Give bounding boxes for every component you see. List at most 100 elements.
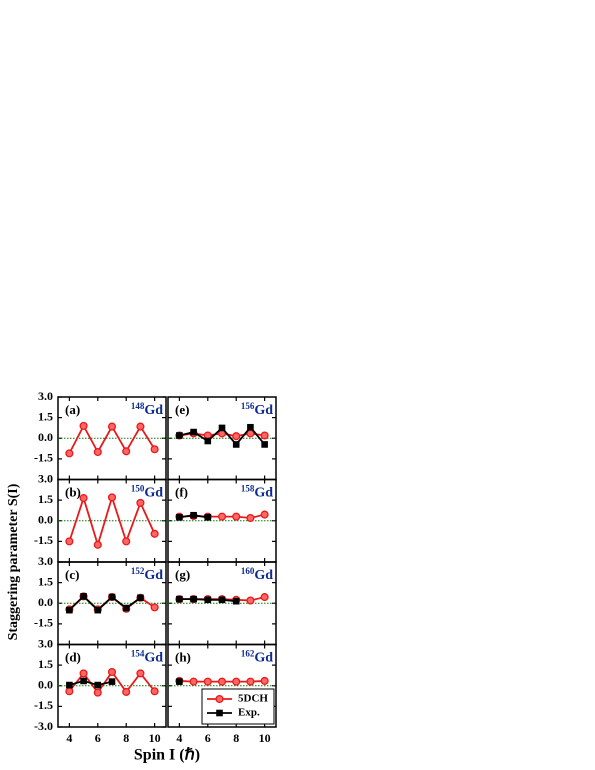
y-tick-label: 1.5	[38, 492, 53, 506]
point	[66, 681, 73, 689]
nucleus-symbol: Gd	[254, 486, 273, 501]
panel-label: (e)	[175, 402, 189, 417]
x-tick-label: 8	[233, 731, 239, 745]
point	[137, 594, 144, 602]
point	[94, 681, 102, 689]
y-tick-label: -1.5	[34, 533, 53, 547]
y-tick-label: 3.0	[38, 554, 53, 568]
x-tick-label: 10	[259, 731, 271, 745]
point	[204, 596, 212, 604]
y-tick-label: 0.0	[38, 678, 53, 692]
point	[93, 540, 102, 549]
y-tick-label: 1.5	[38, 409, 53, 423]
nucleus-label: 162Gd	[241, 649, 273, 666]
legend-marker	[216, 709, 223, 717]
point	[176, 432, 183, 439]
y-tick-label: 3.0	[38, 471, 53, 485]
point	[136, 669, 145, 678]
point	[246, 596, 255, 605]
y-tick-label: 1.5	[38, 657, 53, 671]
point	[107, 422, 117, 431]
point	[150, 445, 159, 454]
y-tick-label: -1.5	[34, 616, 53, 630]
nucleus-mass: 150	[131, 484, 145, 494]
point	[65, 449, 74, 458]
point	[93, 688, 102, 697]
point	[260, 593, 269, 602]
point	[79, 494, 88, 503]
point	[79, 669, 88, 678]
point	[217, 512, 227, 521]
point	[80, 677, 87, 685]
point	[65, 687, 74, 696]
y-tick-label: 3.0	[38, 389, 53, 403]
panel-label: (b)	[65, 484, 81, 499]
x-tick-label: 6	[205, 731, 211, 745]
point	[80, 593, 87, 600]
point	[79, 421, 88, 430]
point	[217, 677, 227, 686]
point	[203, 677, 212, 686]
legend-box	[201, 688, 275, 725]
nucleus-mass: 154	[131, 649, 145, 659]
series-line	[69, 680, 113, 686]
point	[176, 514, 183, 521]
point	[260, 510, 269, 519]
panel-label: (h)	[175, 649, 191, 664]
point	[108, 678, 116, 685]
nucleus-symbol: Gd	[254, 651, 273, 666]
x-tick-label: 4	[176, 731, 182, 745]
legend-marker	[215, 694, 224, 704]
nucleus-label: 150Gd	[131, 484, 163, 501]
point	[232, 512, 241, 521]
nucleus-label: 154Gd	[131, 649, 163, 666]
nucleus-mass: 160	[241, 566, 255, 576]
nucleus-mass: 162	[241, 649, 255, 659]
nucleus-mass: 152	[131, 566, 145, 576]
point	[122, 447, 131, 456]
point	[232, 441, 240, 448]
point	[150, 529, 159, 538]
y-tick-label: -1.5	[34, 451, 53, 465]
point	[260, 676, 269, 685]
point	[122, 537, 131, 546]
panel-label: (g)	[175, 567, 190, 582]
point	[218, 596, 226, 604]
point	[232, 597, 240, 605]
point	[204, 514, 212, 521]
point	[66, 606, 73, 614]
y-tick-label: -1.5	[34, 698, 53, 712]
point	[246, 677, 255, 686]
nucleus-mass: 156	[241, 401, 255, 411]
point	[232, 432, 241, 441]
point	[232, 677, 241, 686]
x-tick-label: 4	[66, 731, 72, 745]
point	[246, 513, 255, 523]
legend-label: Exp.	[238, 707, 260, 719]
point	[261, 441, 268, 448]
y-tick-label: 0.0	[38, 430, 53, 444]
point	[122, 604, 130, 612]
y-axis-label: Staggering parameter S(I)	[6, 483, 21, 640]
point	[204, 437, 212, 445]
y-tick-label: 0.0	[38, 513, 53, 527]
panel-label: (f)	[175, 484, 188, 499]
y-tick-label: 3.0	[38, 636, 53, 650]
y-tick-label: 1.5	[38, 574, 53, 588]
nucleus-label: 152Gd	[131, 566, 163, 583]
point	[260, 431, 269, 440]
nucleus-label: 160Gd	[241, 566, 273, 583]
point	[107, 493, 117, 502]
nucleus-symbol: Gd	[144, 568, 163, 583]
panel-label: (c)	[65, 567, 79, 582]
x-tick-label: 10	[149, 731, 161, 745]
y-tick-label: 0.0	[38, 595, 53, 609]
point	[122, 687, 131, 696]
point	[150, 687, 159, 696]
point	[176, 678, 183, 685]
point	[107, 667, 117, 677]
panel-label: (d)	[65, 649, 81, 664]
nucleus-label: 158Gd	[241, 484, 273, 501]
point	[190, 511, 197, 519]
x-tick-label: 8	[123, 731, 129, 745]
